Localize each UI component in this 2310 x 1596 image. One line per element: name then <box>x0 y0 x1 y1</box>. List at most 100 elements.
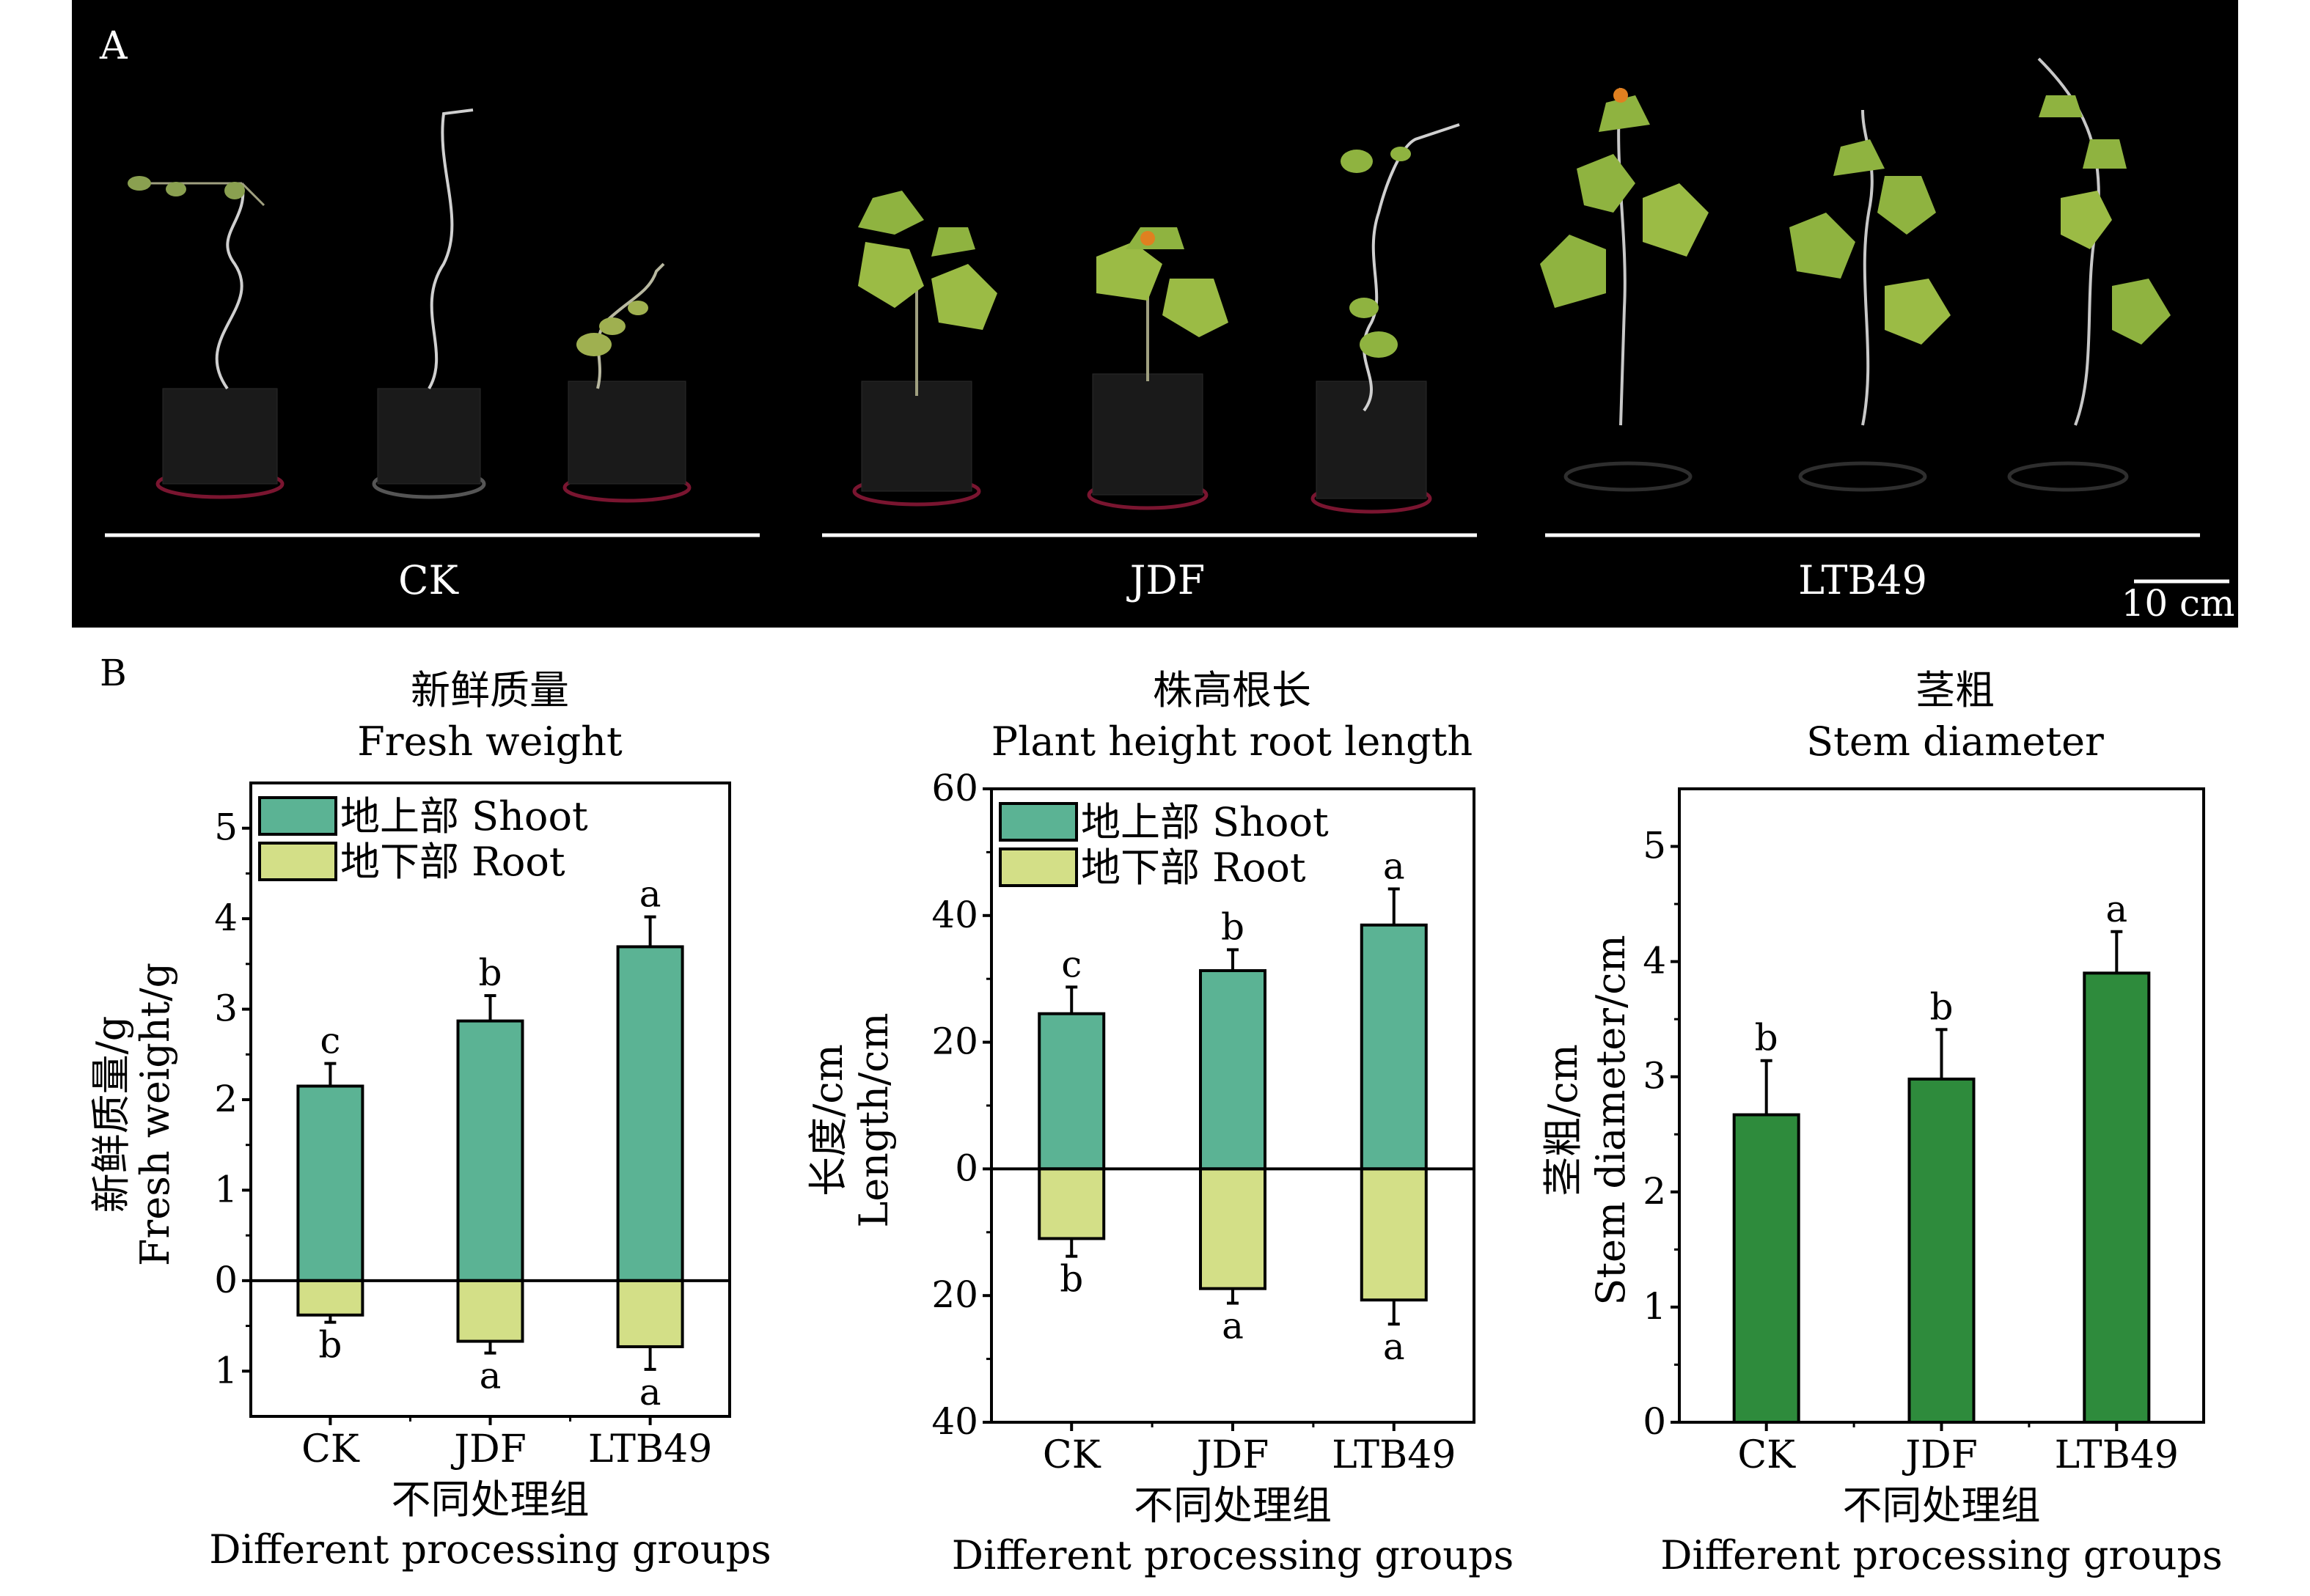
legend-swatch <box>258 842 337 881</box>
x-tick-label: LTB49 <box>1332 1433 1456 1477</box>
significance-letter: a <box>2105 888 2127 930</box>
significance-letter: a <box>639 873 661 916</box>
bar-jdf-s2 <box>1199 1167 1266 1290</box>
plant-photo-ltb49 <box>1540 57 2171 492</box>
group-label-ltb49: LTB49 <box>1798 557 1927 603</box>
panel-a-label: A <box>99 24 128 68</box>
legend-label: 地下部 Root <box>340 839 565 885</box>
group-label-jdf: JDF <box>1126 557 1205 603</box>
y-tick-label: 1 <box>1643 1285 1666 1328</box>
chart-title: 茎粗 <box>1915 667 1995 713</box>
x-tick-label: JDF <box>450 1427 527 1471</box>
bar-jdf-s1 <box>1907 1077 1976 1424</box>
significance-letter: b <box>1060 1258 1083 1301</box>
chart-title: 株高根长 <box>1153 667 1311 713</box>
y-axis-title: 茎粗/cm <box>1540 1044 1586 1196</box>
y-axis-subtitle: Length/cm <box>851 1012 897 1227</box>
y-tick-label: 2 <box>214 1078 238 1120</box>
y-tick-label: 1 <box>214 1349 238 1391</box>
significance-letter: b <box>318 1324 342 1367</box>
y-tick-label: 3 <box>214 988 238 1030</box>
bar-ltb49-s1 <box>616 945 684 1282</box>
scale-bar-label: 10 cm <box>2122 582 2235 625</box>
y-tick-label: 0 <box>1643 1400 1666 1443</box>
y-tick-label: 20 <box>931 1021 978 1063</box>
significance-letter: c <box>1061 943 1082 985</box>
x-axis-title: 不同处理组 <box>1843 1482 2041 1529</box>
x-tick-label: CK <box>301 1427 360 1471</box>
y-tick-label: 2 <box>1643 1170 1666 1213</box>
bar-ck-s2 <box>296 1279 364 1317</box>
y-tick-label: 1 <box>214 1168 238 1210</box>
x-tick-label: LTB49 <box>2055 1433 2179 1477</box>
significance-letter: c <box>320 1020 340 1062</box>
x-tick-label: CK <box>1737 1433 1796 1477</box>
bar-jdf-s1 <box>1199 968 1266 1171</box>
y-axis-subtitle: Stem diameter/cm <box>1588 935 1634 1305</box>
significance-letter: b <box>478 952 502 994</box>
y-tick-label: 0 <box>214 1259 238 1301</box>
plant-photo-ck <box>128 109 692 503</box>
y-axis-subtitle: Fresh weight/g <box>132 963 178 1266</box>
legend-label: 地下部 Root <box>1081 845 1306 891</box>
chart-2: 株高根长 Plant height root length c b a b a a 40 20 0 2… <box>805 667 1514 1578</box>
chart-1: 新鲜质量 Fresh weight c b a b a a 1 0 1 2 3 4 5 CK JDF LTB49 不… <box>88 667 771 1573</box>
y-tick-label: 5 <box>1643 825 1666 867</box>
legend-label: 地上部 Shoot <box>1081 799 1329 845</box>
legend-label: 地上部 Shoot <box>340 793 588 839</box>
panel-a: A <box>72 0 2238 628</box>
bar-ltb49-s2 <box>616 1279 684 1348</box>
y-tick-label: 5 <box>214 806 238 849</box>
significance-letter: b <box>1929 985 1953 1028</box>
x-tick-label: JDF <box>1902 1433 1978 1477</box>
bar-ltb49-s1 <box>2083 971 2151 1424</box>
y-tick-label: 4 <box>214 897 238 939</box>
y-tick-label: 4 <box>1643 940 1666 982</box>
x-axis-title: 不同处理组 <box>392 1477 590 1523</box>
x-axis-subtitle: Different processing groups <box>209 1526 771 1573</box>
x-tick-label: JDF <box>1193 1433 1269 1477</box>
significance-letter: a <box>639 1371 661 1413</box>
plant-photo-jdf <box>852 123 1460 514</box>
group-label-ck: CK <box>398 557 459 603</box>
panel-b-label: B <box>100 652 127 694</box>
chart-subtitle: Fresh weight <box>357 718 623 765</box>
significance-letter: a <box>1383 1325 1405 1368</box>
y-tick-label: 60 <box>931 767 978 809</box>
y-axis-title: 长度/cm <box>805 1044 851 1196</box>
bar-ck-s1 <box>296 1084 364 1282</box>
chart-subtitle: Stem diameter <box>1806 718 2104 765</box>
bar-ck-s1 <box>1732 1113 1800 1424</box>
significance-letter: a <box>1383 845 1405 888</box>
x-tick-label: CK <box>1043 1433 1101 1477</box>
bar-ltb49-s2 <box>1360 1167 1428 1302</box>
chart-title: 新鲜质量 <box>411 667 569 713</box>
x-tick-label: LTB49 <box>588 1427 712 1471</box>
y-tick-label: 40 <box>931 894 978 936</box>
bar-jdf-s1 <box>456 1019 524 1282</box>
bar-jdf-s2 <box>456 1279 524 1343</box>
significance-letter: a <box>1222 1305 1244 1347</box>
x-axis-subtitle: Different processing groups <box>952 1532 1514 1578</box>
significance-letter: b <box>1755 1017 1778 1059</box>
bar-ltb49-s1 <box>1360 923 1428 1171</box>
x-axis-title: 不同处理组 <box>1134 1482 1332 1529</box>
bar-ck-s2 <box>1038 1167 1106 1240</box>
y-axis-title: 新鲜质量/g <box>88 1016 134 1213</box>
y-tick-label: 0 <box>955 1147 978 1189</box>
x-axis-subtitle: Different processing groups <box>1660 1532 2223 1578</box>
significance-letter: a <box>480 1355 502 1397</box>
significance-letter: b <box>1221 905 1244 948</box>
y-tick-label: 20 <box>931 1273 978 1316</box>
y-tick-label: 3 <box>1643 1055 1666 1097</box>
bar-ck-s1 <box>1038 1012 1106 1171</box>
legend-swatch <box>999 802 1078 842</box>
chart-subtitle: Plant height root length <box>991 718 1473 765</box>
legend-swatch <box>258 796 337 836</box>
chart-3: 茎粗 Stem diameter b b a 0 1 2 3 4 5 CK JDF LTB49 不同处理组D… <box>1540 667 2223 1578</box>
y-tick-label: 40 <box>931 1400 978 1443</box>
